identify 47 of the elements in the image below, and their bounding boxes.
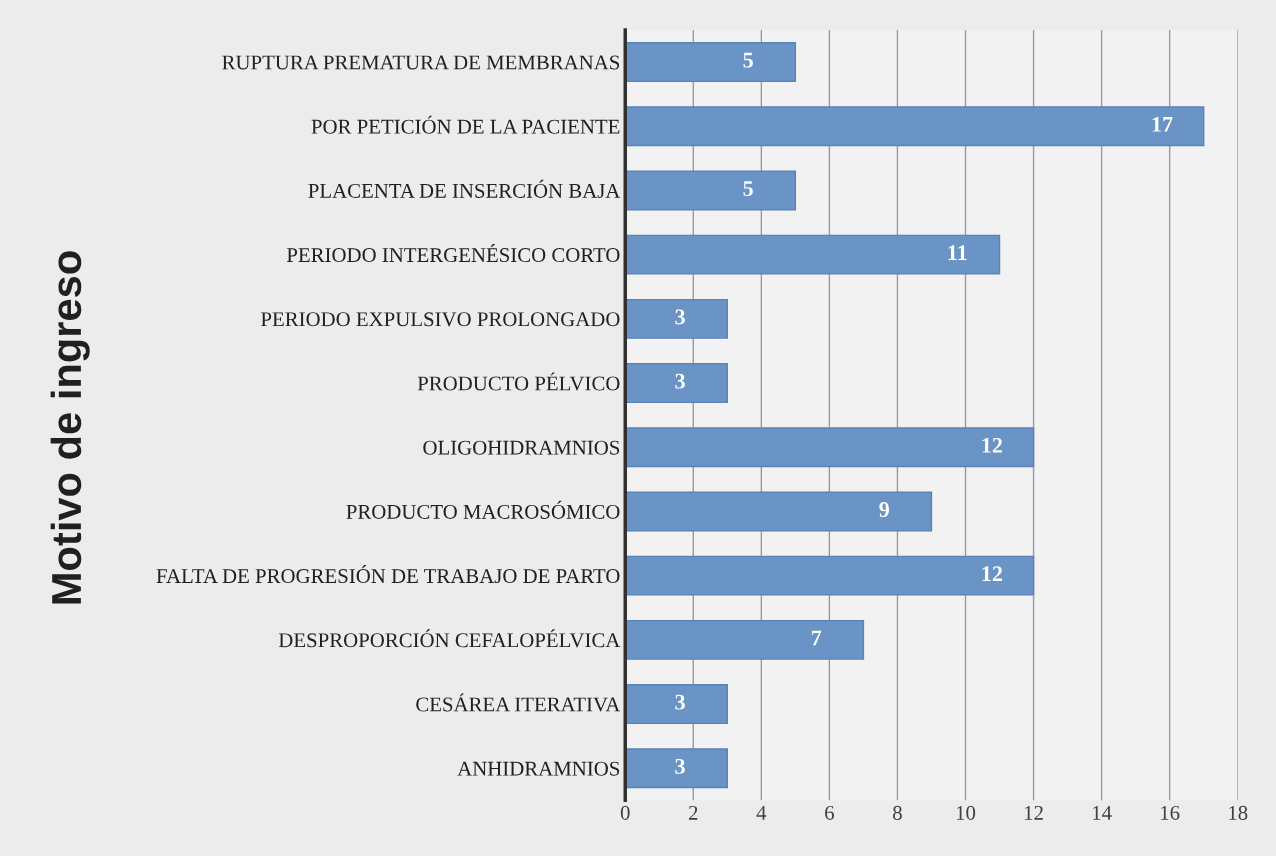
data-label: 3	[675, 758, 685, 774]
y-tick-label: RUPTURA PREMATURA DE MEMBRANAS	[222, 55, 620, 70]
data-label: 3	[675, 694, 685, 710]
bar	[625, 298, 729, 339]
data-label: 9	[879, 502, 890, 518]
data-label: 17	[1152, 116, 1173, 132]
data-label: 12	[982, 437, 1003, 453]
bar	[625, 106, 1205, 147]
y-tick-label: ANHIDRAMNIOS	[457, 761, 620, 776]
data-label: 5	[743, 52, 753, 68]
y-tick-label: FALTA DE PROGRESIÓN DE TRABAJO DE PARTO	[156, 565, 620, 584]
data-label: 3	[675, 309, 685, 325]
bar	[625, 42, 797, 83]
y-tick-label: OLIGOHIDRAMNIOS	[423, 440, 620, 455]
x-tick-label: 10	[956, 805, 976, 820]
bar	[625, 234, 1001, 275]
y-tick-label: PRODUCTO PÉLVICO	[417, 372, 620, 391]
x-tick-label: 4	[756, 805, 767, 820]
bar	[625, 555, 1035, 596]
bar	[625, 170, 797, 211]
y-tick-label: PERIODO INTERGENÉSICO CORTO	[286, 244, 620, 263]
data-label: 3	[675, 373, 685, 389]
bar	[625, 427, 1035, 468]
x-tick-label: 2	[689, 805, 698, 820]
x-tick-label: 12	[1024, 805, 1043, 820]
y-tick-label: PLACENTA DE INSERCIÓN BAJA	[308, 179, 621, 198]
y-tick-label: PRODUCTO MACROSÓMICO	[346, 500, 620, 519]
x-tick-label: 6	[825, 805, 834, 820]
y-tick-label: CESÁREA ITERATIVA	[416, 693, 621, 712]
x-tick-label: 0	[620, 805, 630, 820]
y-tick-label: PERIODO EXPULSIVO PROLONGADO	[261, 312, 620, 327]
y-axis-title: Motivo de ingreso	[50, 251, 90, 604]
bar	[625, 748, 729, 789]
y-tick-label: DESPROPORCIÓN CEFALOPÉLVICA	[278, 629, 621, 648]
x-tick-label: 14	[1093, 805, 1112, 820]
bar	[625, 619, 865, 660]
x-tick-label: 18	[1229, 805, 1248, 820]
x-tick-label: 16	[1161, 805, 1180, 820]
bar	[625, 684, 729, 725]
bar	[625, 491, 933, 532]
data-label: 11	[948, 245, 967, 260]
x-tick-label: 8	[893, 805, 902, 820]
bar	[625, 363, 729, 404]
data-label: 7	[811, 630, 822, 646]
y-tick-label: POR PETICIÓN DE LA PACIENTE	[311, 115, 620, 134]
data-label: 5	[743, 181, 753, 197]
data-label: 12	[982, 566, 1003, 581]
